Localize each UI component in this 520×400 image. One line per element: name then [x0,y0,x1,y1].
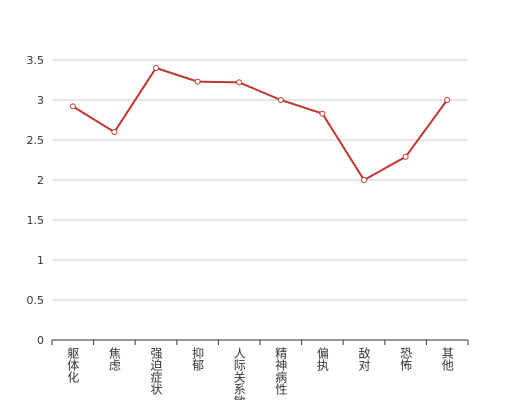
point [69,103,76,110]
point [361,177,367,183]
point [319,110,326,117]
y-tick-label: 1.5 [27,214,45,227]
point [444,97,451,103]
x-tick-label: 精神病性 [274,347,288,396]
y-tick-label: 3 [37,94,44,107]
x-tick-label: 强迫症状 [149,347,163,395]
x-tick-label: 人际关系敏感 [232,347,246,400]
point [194,78,201,85]
x-tick-label: 躯体化 [66,346,80,384]
point [277,97,284,103]
line [72,66,449,182]
x-tick-label: 焦虑 [107,347,121,371]
point [111,129,118,135]
x-tick-label: 其他 [440,347,454,371]
point [236,79,243,86]
y-tick-label: 0.5 [27,294,45,307]
point [402,153,409,160]
x-tick-label: 抑郁 [191,346,205,372]
y-tick-label: 1 [37,254,44,267]
y-tick-label: 2 [37,174,44,187]
x-tick-label: 偏执 [315,346,329,372]
x-tick-label: 恐怖 [399,347,413,371]
y-tick-label: 2.5 [27,134,45,147]
y-tick-label: 0 [37,334,44,347]
y-tick-label: 3.5 [27,54,45,67]
point [153,65,159,71]
x-tick-label: 敌对 [357,346,371,371]
